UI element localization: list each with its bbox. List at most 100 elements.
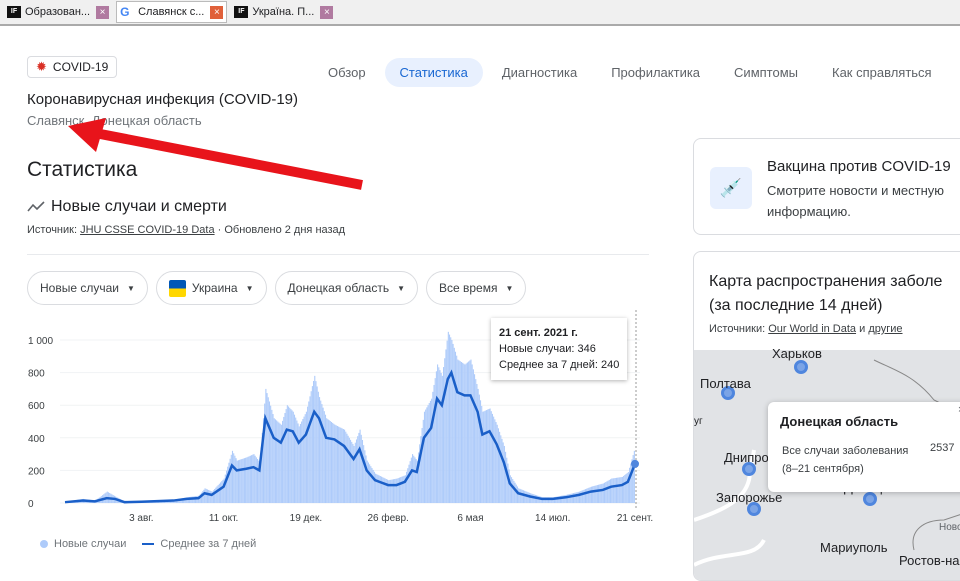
bar (198, 495, 200, 503)
bar (488, 409, 490, 503)
map-marker[interactable] (742, 462, 756, 476)
cases-chart[interactable]: 0 200 400 600 800 1 000 3 авг. 11 окт. 19 дек. 26… (0, 310, 660, 535)
bar (371, 468, 373, 503)
bar (189, 496, 191, 503)
bar (199, 494, 201, 503)
owid-link[interactable]: Our World in Data (768, 323, 857, 335)
map-marker[interactable] (747, 502, 761, 516)
tab-coping[interactable]: Как справляться (832, 65, 932, 80)
tab-statistics[interactable]: Статистика (384, 58, 483, 87)
bar (491, 413, 494, 503)
bar (605, 482, 607, 503)
bar (215, 487, 217, 503)
bar (361, 439, 364, 503)
bar (417, 452, 420, 503)
bar (483, 411, 485, 503)
bar (478, 394, 480, 503)
metric-dropdown[interactable]: Новые случаи ▼ (27, 271, 148, 305)
vaccine-card[interactable]: 💉 Вакцина против COVID-19 Смотрите новос… (693, 138, 960, 235)
country-dropdown[interactable]: Украина ▼ (155, 271, 267, 305)
map-marker[interactable] (721, 386, 735, 400)
bar (202, 491, 204, 503)
map-title-line: Карта распространения заболе (709, 273, 943, 290)
tab-prevention[interactable]: Профилактика (611, 65, 701, 80)
legend-bars-swatch (40, 540, 48, 548)
bar (470, 359, 472, 503)
bar (487, 409, 489, 503)
tab-symptoms[interactable]: Симптомы (734, 65, 798, 80)
y-tick-label: 800 (28, 369, 45, 380)
bar (593, 486, 595, 503)
if-favicon-icon: IF (7, 6, 21, 18)
other-sources-link[interactable]: другие (868, 323, 903, 335)
bar (334, 424, 336, 503)
bar (632, 455, 634, 503)
bar (476, 384, 478, 503)
region-dropdown[interactable]: Донецкая область ▼ (274, 271, 418, 305)
browser-tab-active[interactable]: G Славянск с... × (116, 1, 228, 23)
bar (460, 362, 462, 503)
bar (284, 413, 286, 503)
map[interactable]: Харьков Полтава уг Днипро Запорожье Доне… (694, 346, 960, 580)
bar (484, 410, 486, 503)
bar (581, 490, 583, 503)
bar (366, 460, 368, 503)
period-dropdown[interactable]: Все время ▼ (426, 271, 527, 305)
bar (270, 405, 272, 503)
map-marker[interactable] (794, 360, 808, 374)
bar (245, 457, 247, 503)
close-popup-icon[interactable]: × (958, 404, 960, 416)
and-text: и (856, 323, 869, 335)
bar (311, 386, 313, 503)
bar (404, 475, 406, 503)
close-tab-icon[interactable]: × (96, 5, 110, 19)
update-text: · Обновлено 2 дня назад (214, 224, 346, 236)
browser-tab[interactable]: IF Образован... × (3, 1, 113, 23)
bar (265, 388, 267, 503)
bar (290, 409, 292, 503)
x-tick-label: 19 дек. (290, 513, 322, 524)
bar (516, 486, 519, 503)
bar (428, 403, 430, 503)
bar (291, 410, 293, 503)
bar (205, 488, 207, 503)
tab-overview[interactable]: Обзор (328, 65, 366, 80)
bar (315, 381, 317, 503)
bar (469, 360, 471, 503)
bar (323, 411, 325, 503)
covid-chip[interactable]: ✹ COVID-19 (27, 56, 118, 78)
bar (451, 340, 453, 503)
bar (217, 485, 219, 503)
bar (296, 420, 298, 503)
bar (468, 361, 470, 503)
bar (598, 484, 600, 503)
bar (271, 409, 273, 503)
bar (381, 476, 383, 503)
bar (247, 456, 249, 503)
bar (609, 479, 612, 503)
caret-down-icon: ▼ (505, 283, 514, 293)
bar (608, 479, 610, 503)
bar (574, 492, 576, 503)
bar (321, 404, 323, 503)
bar (453, 347, 455, 503)
chart-tooltip: 21 сент. 2021 г. Новые случаи: 346 Средн… (491, 318, 628, 380)
bar (203, 489, 205, 503)
bar (242, 458, 244, 503)
bar (392, 479, 395, 503)
bar (237, 460, 240, 503)
hover-point (631, 459, 639, 468)
bar (345, 431, 347, 503)
close-tab-icon[interactable]: × (210, 5, 224, 19)
bar (258, 460, 260, 503)
browser-tab[interactable]: IF Україна. П... × (230, 1, 337, 23)
source-link[interactable]: JHU CSSE COVID-19 Data (80, 224, 215, 236)
close-tab-icon[interactable]: × (320, 5, 334, 19)
tab-diagnostics[interactable]: Диагностика (501, 65, 578, 80)
city-label: Ростов-на (899, 553, 960, 568)
bar (335, 425, 337, 503)
bar (279, 423, 281, 503)
bar (221, 481, 223, 503)
map-marker[interactable] (863, 492, 877, 506)
bar (416, 460, 418, 503)
